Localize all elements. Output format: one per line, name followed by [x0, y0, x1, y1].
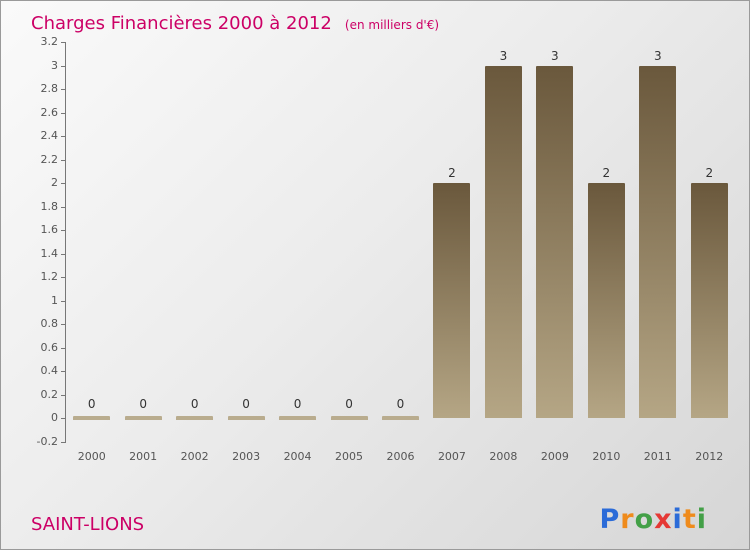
- y-tick-mark: [61, 112, 66, 114]
- logo-letter: x: [654, 504, 673, 535]
- y-tick-label: 1.4: [40, 246, 59, 260]
- bar-value-label: 2: [602, 166, 611, 181]
- y-tick-label: 1: [51, 293, 58, 307]
- x-tick-label: 2008: [489, 450, 518, 463]
- page-title: Charges Financières 2000 à 2012: [31, 13, 332, 34]
- y-tick-label: -0.2: [36, 435, 58, 448]
- y-tick-mark: [61, 183, 66, 185]
- plot-area: 3.2 3 2.8 2.6 2.4 2.2 2 1.8 1.6 1.4 1.2 1 0.8 0.6 0.4 0…: [37, 36, 735, 463]
- y-tick-label: 2.6: [40, 105, 59, 119]
- y-tick-label: 2: [51, 176, 58, 190]
- y-tick-mark: [61, 136, 66, 138]
- bar-value-label: 0: [87, 397, 96, 412]
- y-tick-label: 2.8: [40, 82, 59, 96]
- x-tick-label: 2011: [643, 450, 672, 463]
- y-tick-mark: [61, 371, 66, 373]
- x-tick-label: 2004: [283, 450, 312, 463]
- bar-value-label: 2: [448, 166, 456, 181]
- bar: [330, 416, 368, 421]
- y-tick-mark: [61, 300, 66, 302]
- y-tick-mark: [61, 277, 66, 279]
- y-tick-mark: [61, 347, 66, 349]
- bar: [227, 416, 265, 421]
- x-tick-label: 2000: [77, 450, 106, 463]
- logo-letter: P: [599, 504, 621, 535]
- logo-letter: i: [672, 504, 683, 535]
- footer: SAINT-LIONS Proxiti: [1, 504, 749, 535]
- bar: [690, 183, 728, 419]
- y-tick-mark: [61, 418, 66, 420]
- bar: [433, 183, 471, 419]
- logo-letter: t: [682, 504, 697, 535]
- y-tick-mark: [61, 442, 66, 443]
- bar: [381, 416, 420, 421]
- y-tick-mark: [61, 230, 66, 232]
- bar-value-label: 0: [242, 397, 250, 412]
- y-tick-label: 2.2: [40, 152, 59, 166]
- x-tick-label: 2012: [695, 450, 724, 463]
- bar-value-label: 0: [293, 397, 302, 412]
- page-subtitle: (en milliers d'€): [344, 18, 440, 32]
- y-tick-mark: [61, 324, 66, 326]
- y-tick-mark: [61, 89, 66, 91]
- bar: [639, 65, 677, 419]
- y-tick-mark: [61, 42, 66, 43]
- y-tick-label: 0.4: [40, 364, 59, 378]
- bar: [279, 416, 317, 421]
- y-tick-label: 3.2: [40, 35, 59, 48]
- y-tick-label: 0.6: [40, 340, 59, 354]
- y-tick-label: 0.8: [40, 317, 59, 331]
- bar-value-label: 0: [190, 397, 199, 412]
- y-tick-label: 3: [51, 58, 58, 72]
- bar: [587, 183, 625, 419]
- proxiti-logo: Proxiti: [599, 504, 707, 535]
- y-tick-label: 0: [51, 411, 58, 425]
- chart-area: 3.2 3 2.8 2.6 2.4 2.2 2 1.8 1.6 1.4 1.2 1 0.8 0.6 0.4 0…: [23, 36, 739, 480]
- y-tick-label: 2.4: [40, 129, 59, 143]
- x-tick-label: 2010: [592, 450, 621, 463]
- y-tick-label: 1.8: [40, 199, 59, 213]
- y-tick-label: 0.2: [40, 387, 59, 401]
- bar-value-label: 0: [396, 397, 405, 412]
- x-tick-label: 2001: [129, 450, 158, 463]
- logo-letter: r: [620, 504, 635, 535]
- x-tick-label: 2005: [335, 450, 364, 463]
- x-tick-label: 2003: [232, 450, 261, 463]
- bar: [176, 416, 214, 421]
- y-tick-mark: [61, 159, 66, 161]
- y-tick-mark: [61, 65, 66, 67]
- bar-value-label: 3: [499, 48, 508, 63]
- x-tick-label: 2006: [386, 450, 415, 463]
- y-tick-mark: [61, 394, 66, 396]
- x-tick-label: 2007: [437, 450, 466, 463]
- bar-value-label: 3: [551, 48, 559, 63]
- chart-header: Charges Financières 2000 à 2012 (en mill…: [1, 1, 749, 34]
- logo-letter: o: [634, 504, 655, 535]
- bar: [124, 416, 162, 421]
- bar: [484, 65, 522, 419]
- bar-value-label: 0: [345, 397, 353, 412]
- bar: [73, 416, 111, 421]
- company-name: SAINT-LIONS: [31, 514, 145, 535]
- x-tick-label: 2009: [540, 450, 569, 463]
- bar: [536, 65, 574, 419]
- y-tick-label: 1.6: [40, 223, 59, 237]
- logo-letter: i: [696, 504, 707, 535]
- y-tick-mark: [61, 253, 66, 255]
- y-tick-label: 1.2: [40, 270, 59, 284]
- y-tick-mark: [61, 206, 66, 208]
- x-tick-label: 2002: [180, 450, 209, 463]
- bar-value-label: 0: [139, 397, 147, 412]
- bar-value-label: 3: [653, 48, 662, 63]
- bar-value-label: 2: [705, 166, 714, 181]
